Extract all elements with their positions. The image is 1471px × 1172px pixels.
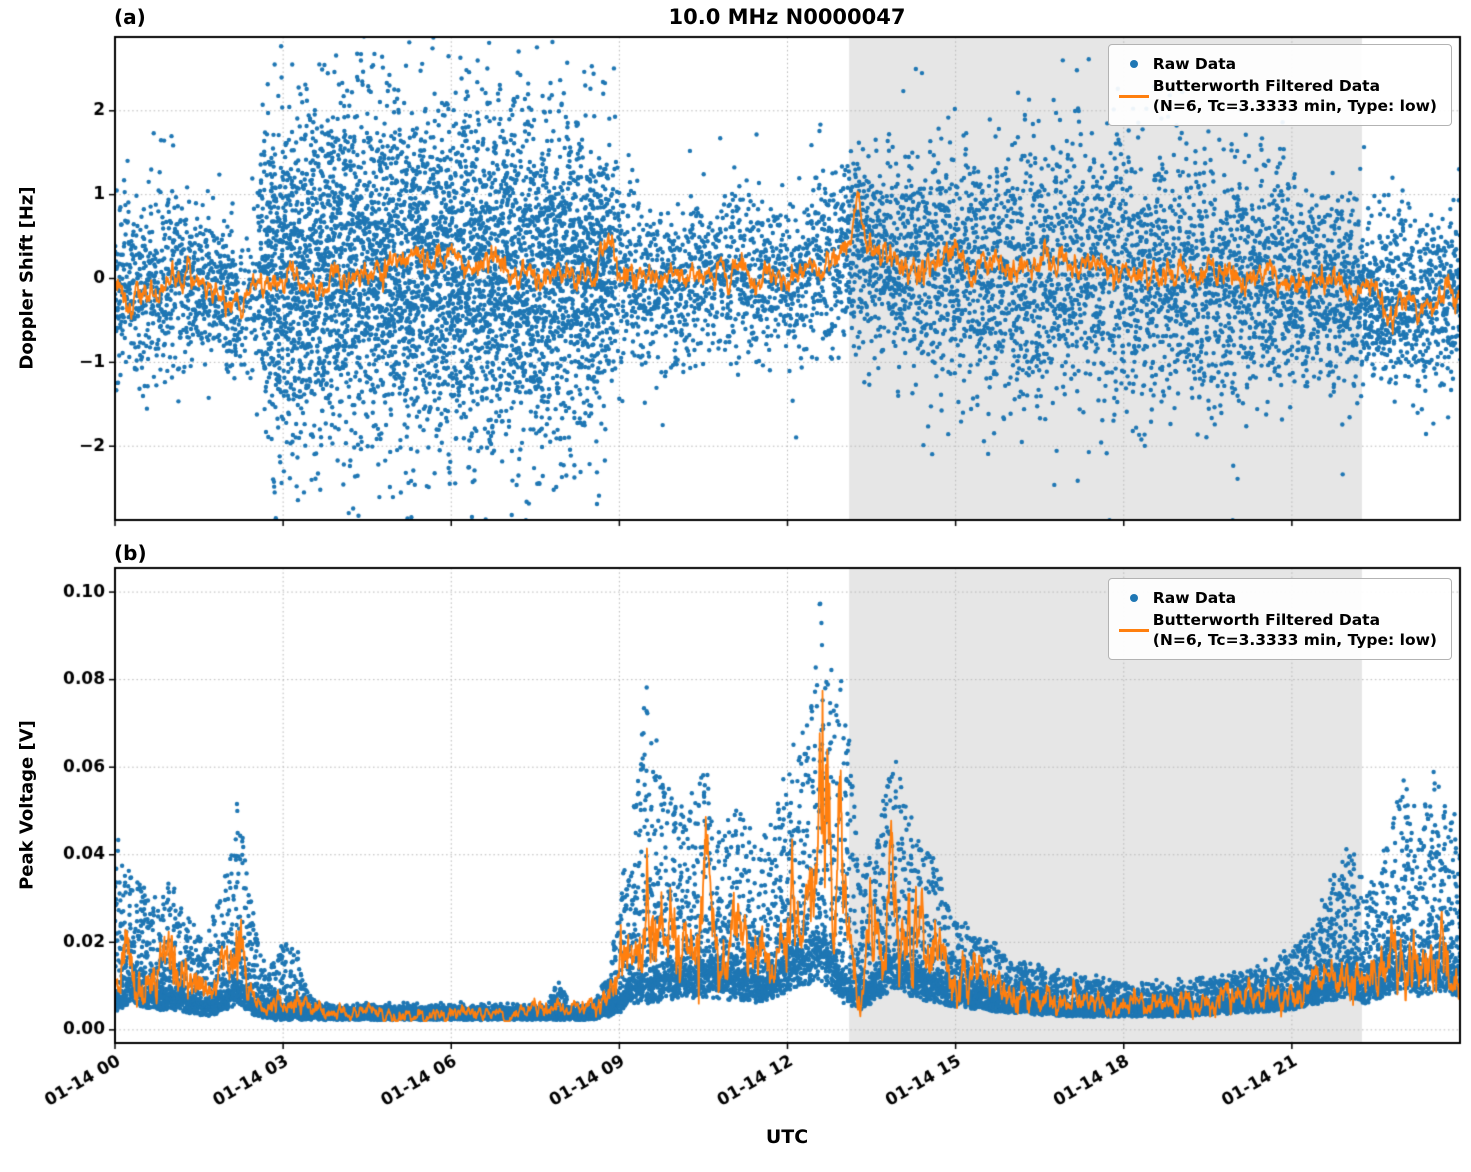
panel-b-tag: (b) (114, 541, 147, 565)
legend-raw-data-label: Raw Data (1152, 589, 1237, 607)
raw-data-marker-icon (1129, 594, 1138, 603)
panel-a-tag: (a) (114, 5, 146, 29)
legend-item-filtered-data: Butterworth Filtered Data (N=6, Tc=3.333… (1115, 76, 1437, 116)
legend-panel-a: Raw Data Butterworth Filtered Data (N=6,… (1107, 44, 1452, 127)
filtered-line-marker-icon (1118, 94, 1149, 98)
legend-filtered-label-line1: Butterworth Filtered Data (1152, 611, 1381, 630)
legend-item-raw-data: Raw Data (1115, 54, 1437, 74)
filtered-line-marker-icon (1118, 628, 1149, 632)
legend-item-raw-data: Raw Data (1115, 588, 1437, 608)
legend-filtered-label-line2: (N=6, Tc=3.3333 min, Type: low) (1152, 97, 1437, 116)
legend-raw-data-label: Raw Data (1152, 55, 1237, 73)
legend-panel-b: Raw Data Butterworth Filtered Data (N=6,… (1107, 578, 1452, 661)
x-axis-label: UTC (765, 1126, 809, 1148)
legend-item-filtered-data: Butterworth Filtered Data (N=6, Tc=3.333… (1115, 610, 1437, 650)
raw-data-marker-icon (1129, 60, 1138, 69)
legend-filtered-label-line2: (N=6, Tc=3.3333 min, Type: low) (1152, 631, 1437, 650)
legend-filtered-label-line1: Butterworth Filtered Data (1152, 77, 1381, 96)
panel-b-ylabel: Peak Voltage [V] (16, 720, 38, 890)
panel-a-ylabel: Doppler Shift [Hz] (16, 186, 38, 370)
chart-title: 10.0 MHz N0000047 (668, 5, 906, 29)
